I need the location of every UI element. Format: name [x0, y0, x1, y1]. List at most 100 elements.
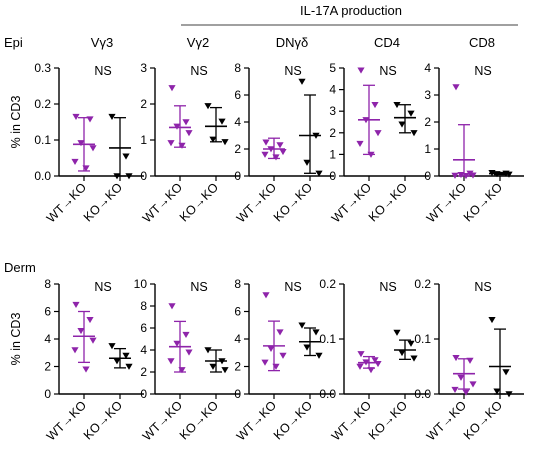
data-point — [262, 292, 270, 299]
data-point — [182, 119, 190, 126]
y-tick-label: 8 — [140, 299, 147, 313]
significance-label: NS — [190, 64, 207, 78]
y-tick-label: 0 — [329, 169, 336, 183]
data-point — [122, 153, 130, 160]
panel-title: Vγ2 — [187, 35, 209, 50]
y-tick-label: 0.0 — [34, 169, 51, 183]
data-point — [469, 381, 477, 388]
y-tick-label: 0.1 — [319, 332, 336, 346]
significance-label: NS — [379, 280, 396, 294]
y-tick-label: 3 — [140, 61, 147, 75]
significance-label: NS — [379, 64, 396, 78]
y-tick-label: 0 — [424, 169, 431, 183]
y-tick-label: 0.1 — [414, 332, 431, 346]
data-point — [488, 317, 496, 324]
data-point — [204, 103, 212, 110]
category-label: KO→KO — [177, 180, 221, 224]
data-point — [108, 343, 116, 350]
data-point — [125, 173, 133, 180]
y-tick-label: 4 — [424, 61, 431, 75]
data-point — [182, 331, 190, 339]
data-point — [71, 158, 79, 166]
y-tick-label: 1 — [140, 133, 147, 147]
y-tick-label: 2 — [234, 360, 241, 374]
y-tick-label: 3 — [329, 104, 336, 118]
data-point — [374, 130, 382, 137]
data-point — [356, 140, 364, 148]
y-tick-label: 10 — [134, 277, 148, 291]
y-tick-label: 2 — [234, 142, 241, 156]
significance-label: NS — [474, 280, 491, 294]
data-point — [303, 344, 311, 351]
data-point — [113, 358, 121, 365]
category-label: WT→KO — [140, 180, 185, 225]
data-point — [407, 340, 415, 347]
data-point — [261, 151, 269, 158]
data-point — [77, 328, 85, 335]
panel-title: Vγ3 — [91, 35, 113, 50]
category-label: WT→KO — [140, 398, 185, 443]
data-point — [298, 78, 306, 85]
data-point — [451, 386, 459, 394]
data-point — [393, 102, 401, 109]
category-label: WT→KO — [234, 180, 279, 225]
y-tick-label: 0.0 — [319, 387, 336, 401]
category-label: KO→KO — [81, 398, 125, 442]
panels: Vγ3% in CD3NS0.00.10.20.3WT→KOKO→KOVγ2NS… — [9, 35, 524, 443]
data-point — [303, 159, 311, 166]
significance-label: NS — [284, 280, 301, 294]
category-label: KO→KO — [366, 180, 410, 224]
y-tick-label: 2 — [329, 126, 336, 140]
category-label: WT→KO — [329, 398, 374, 443]
y-tick-label: 2 — [140, 97, 147, 111]
data-point — [410, 130, 418, 137]
y-tick-label: 8 — [44, 277, 51, 291]
y-tick-label: 4 — [44, 332, 51, 346]
significance-label: NS — [94, 64, 111, 78]
category-label: WT→KO — [44, 180, 89, 225]
data-point — [262, 139, 270, 146]
y-tick-label: 6 — [44, 305, 51, 319]
data-point — [122, 352, 130, 359]
data-point — [267, 345, 275, 353]
data-point — [204, 347, 212, 354]
data-point — [457, 374, 465, 381]
data-point — [276, 329, 284, 336]
y-tick-label: 6 — [234, 305, 241, 319]
data-point — [407, 110, 415, 117]
data-point — [82, 366, 90, 373]
category-label: WT→KO — [424, 398, 469, 443]
data-point — [357, 67, 365, 74]
data-point — [279, 149, 287, 156]
significance-label: NS — [284, 64, 301, 78]
data-point — [77, 140, 85, 147]
y-tick-label: 4 — [234, 332, 241, 346]
data-point — [221, 367, 229, 374]
y-tick-label: 0 — [140, 169, 147, 183]
data-point — [371, 357, 379, 364]
data-point — [452, 355, 460, 362]
data-point — [71, 347, 79, 354]
y-tick-label: 0.2 — [319, 277, 336, 291]
y-tick-label: 6 — [140, 321, 147, 335]
data-point — [371, 102, 379, 109]
data-point — [86, 317, 94, 324]
data-point — [505, 391, 513, 398]
category-label: KO→KO — [461, 180, 505, 224]
data-point — [72, 301, 80, 309]
data-point — [168, 303, 176, 310]
data-point — [493, 388, 501, 395]
significance-label: NS — [94, 280, 111, 294]
category-label: KO→KO — [177, 398, 221, 442]
data-point — [279, 352, 287, 359]
data-point — [502, 369, 510, 376]
data-point — [168, 85, 176, 92]
panel-title: DNγδ — [276, 35, 309, 50]
